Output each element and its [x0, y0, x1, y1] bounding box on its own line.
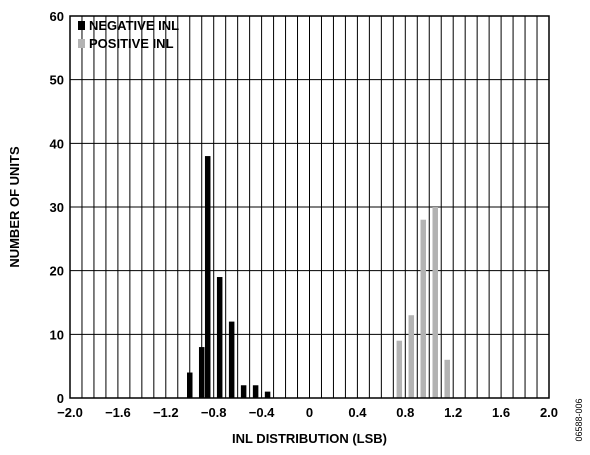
bars-layer — [187, 156, 450, 398]
bar-positive — [396, 340, 403, 398]
legend-swatch-negative — [78, 21, 85, 30]
bar-negative — [252, 385, 259, 398]
plot-frame — [69, 15, 550, 399]
bar-positive — [420, 219, 427, 398]
x-tick-label: 0 — [306, 405, 313, 420]
legend-label-positive: POSITIVE INL — [89, 36, 174, 51]
legend-label-negative: NEGATIVE INL — [89, 18, 179, 33]
legend: NEGATIVE INL POSITIVE INL — [78, 18, 179, 51]
bar-positive — [432, 207, 438, 398]
y-tick-label: 30 — [50, 200, 64, 215]
x-axis-title: INL DISTRIBUTION (LSB) — [232, 431, 387, 446]
bar-negative — [198, 347, 205, 398]
bar-negative — [204, 156, 211, 398]
bar-positive — [408, 315, 415, 398]
x-tick-label: −1.6 — [105, 405, 131, 420]
x-tick-label: −0.4 — [249, 405, 275, 420]
y-axis-title: NUMBER OF UNITS — [7, 146, 22, 268]
legend-swatch-positive — [78, 39, 85, 48]
bar-negative — [264, 391, 271, 398]
y-tick-label: 10 — [50, 327, 64, 342]
x-tick-label: −2.0 — [57, 405, 83, 420]
y-tick-label: 40 — [50, 136, 64, 151]
x-tick-label: 1.2 — [444, 405, 462, 420]
grid-lines — [70, 16, 549, 398]
x-tick-label: 0.8 — [396, 405, 414, 420]
x-tick-label: −1.2 — [153, 405, 179, 420]
x-tick-label: −0.8 — [201, 405, 227, 420]
figure-id: 06588-006 — [574, 398, 584, 441]
y-tick-labels: 0 10 20 30 40 50 60 — [50, 9, 64, 406]
x-tick-label: 0.4 — [348, 405, 367, 420]
bar-positive — [444, 359, 450, 398]
x-tick-label: 2.0 — [540, 405, 558, 420]
bar-negative — [228, 321, 235, 398]
x-tick-label: 1.6 — [492, 405, 510, 420]
bar-negative — [216, 277, 223, 398]
bar-negative — [187, 372, 193, 398]
bar-negative — [240, 385, 247, 398]
y-tick-label: 20 — [50, 264, 64, 279]
x-tick-labels: −2.0 −1.6 −1.2 −0.8 −0.4 0 0.4 0.8 1.2 1.6 2.0 — [57, 405, 558, 420]
y-tick-label: 60 — [50, 9, 64, 24]
y-tick-label: 0 — [57, 391, 64, 406]
y-tick-label: 50 — [50, 73, 64, 88]
